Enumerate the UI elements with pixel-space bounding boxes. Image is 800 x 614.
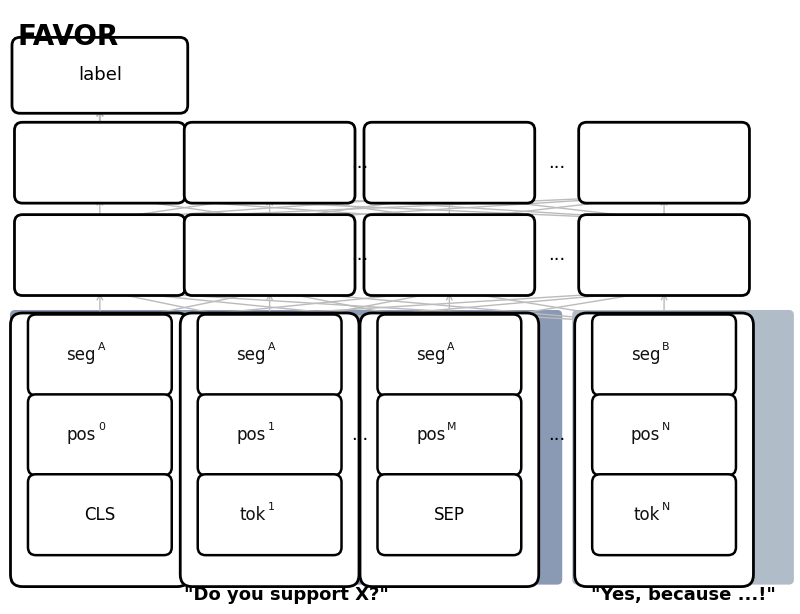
FancyBboxPatch shape — [572, 310, 794, 585]
FancyBboxPatch shape — [364, 122, 534, 203]
Text: N: N — [662, 422, 670, 432]
FancyBboxPatch shape — [592, 314, 736, 395]
Text: ...: ... — [548, 426, 566, 444]
FancyBboxPatch shape — [198, 474, 342, 555]
FancyBboxPatch shape — [378, 394, 522, 475]
FancyBboxPatch shape — [198, 394, 342, 475]
Text: seg: seg — [416, 346, 446, 364]
Text: "Do you support X?": "Do you support X?" — [184, 586, 389, 604]
FancyBboxPatch shape — [592, 394, 736, 475]
FancyBboxPatch shape — [28, 394, 172, 475]
Text: 1: 1 — [268, 502, 274, 511]
FancyBboxPatch shape — [360, 313, 538, 586]
FancyBboxPatch shape — [592, 474, 736, 555]
Text: pos: pos — [416, 426, 446, 444]
Text: 0: 0 — [98, 422, 105, 432]
Text: seg: seg — [66, 346, 96, 364]
Text: seg: seg — [236, 346, 266, 364]
FancyBboxPatch shape — [364, 215, 534, 295]
Text: FAVOR: FAVOR — [18, 23, 119, 52]
Text: tok: tok — [634, 506, 660, 524]
FancyBboxPatch shape — [578, 215, 750, 295]
Text: ...: ... — [351, 246, 368, 264]
Text: A: A — [98, 342, 106, 352]
FancyBboxPatch shape — [578, 122, 750, 203]
Text: pos: pos — [630, 426, 660, 444]
FancyBboxPatch shape — [184, 215, 355, 295]
Text: ...: ... — [351, 426, 368, 444]
Text: ...: ... — [548, 246, 566, 264]
Text: seg: seg — [630, 346, 660, 364]
FancyBboxPatch shape — [10, 310, 562, 585]
Text: ...: ... — [548, 154, 566, 172]
FancyBboxPatch shape — [14, 215, 186, 295]
Text: B: B — [662, 342, 670, 352]
Text: pos: pos — [236, 426, 266, 444]
FancyBboxPatch shape — [378, 474, 522, 555]
FancyBboxPatch shape — [10, 313, 190, 586]
FancyBboxPatch shape — [14, 122, 186, 203]
Text: SEP: SEP — [434, 506, 465, 524]
Text: CLS: CLS — [84, 506, 115, 524]
FancyBboxPatch shape — [574, 313, 754, 586]
Text: A: A — [268, 342, 275, 352]
Text: A: A — [447, 342, 455, 352]
FancyBboxPatch shape — [378, 314, 522, 395]
Text: 1: 1 — [268, 422, 274, 432]
FancyBboxPatch shape — [28, 474, 172, 555]
Text: pos: pos — [66, 426, 96, 444]
FancyBboxPatch shape — [28, 314, 172, 395]
FancyBboxPatch shape — [12, 37, 188, 113]
Text: "Yes, because ...!": "Yes, because ...!" — [590, 586, 775, 604]
Text: M: M — [447, 422, 457, 432]
Text: N: N — [662, 502, 670, 511]
FancyBboxPatch shape — [184, 122, 355, 203]
Text: label: label — [78, 66, 122, 84]
FancyBboxPatch shape — [198, 314, 342, 395]
Text: tok: tok — [239, 506, 266, 524]
Text: ...: ... — [351, 154, 368, 172]
FancyBboxPatch shape — [180, 313, 359, 586]
